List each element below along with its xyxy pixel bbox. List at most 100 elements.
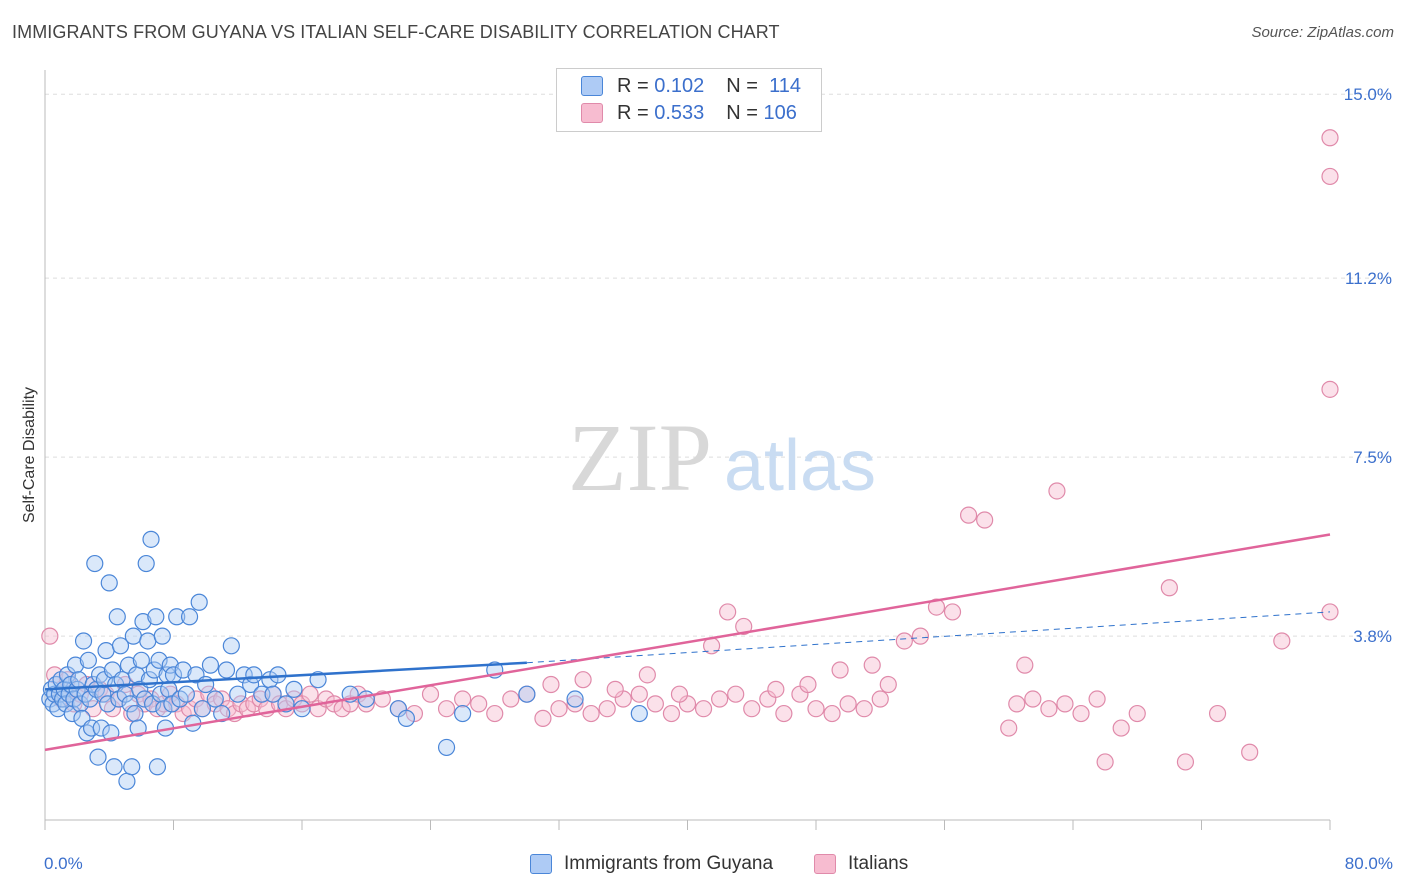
data-point [123,758,141,776]
data-point [134,613,152,631]
data-point [775,704,793,723]
data-point [582,704,600,723]
data-point [150,651,168,669]
data-point [161,656,179,674]
data-point [229,685,247,703]
data-point [201,656,220,674]
data-point [1321,380,1339,398]
data-point [437,738,456,757]
data-point [542,675,560,694]
data-point [638,666,656,684]
data-point [1208,704,1227,723]
tick-labels: 3.8% 7.5% 11.2% 15.0% 0.0% 80.0% [44,85,1393,873]
data-point [86,554,104,573]
legend-swatch-guyana [581,76,603,96]
data-point [1056,695,1074,713]
data-point [168,608,186,626]
data-point [823,704,841,723]
data-point [486,704,504,723]
data-point [670,685,689,703]
legend-label-guyana: Immigrants from Guyana [564,853,774,874]
data-point [397,709,416,727]
watermark-atlas: atlas [724,426,876,506]
data-point [153,627,171,645]
data-point [129,719,147,737]
series-guyana [41,530,648,790]
data-point [103,700,122,718]
data-point [879,675,897,694]
data-point [1024,690,1042,708]
data-point [213,690,231,708]
data-point [1112,719,1130,737]
r-value-italians: 0.533 [654,101,705,124]
data-point [727,685,745,703]
data-point [213,704,231,723]
data-point [719,603,737,621]
data-point [646,695,664,713]
trend-lines [44,533,1331,752]
data-point [132,651,150,669]
chart-title: IMMIGRANTS FROM GUYANA VS ITALIAN SELF-C… [12,22,780,42]
data-point [105,758,123,776]
data-point [735,617,753,636]
data-point [79,651,97,669]
legend-row-guyana: R = 0.102 N = 114 [581,73,801,99]
data-point [301,685,319,703]
data-point [41,627,59,645]
data-point [566,690,584,708]
data-point [222,637,240,655]
trend-line-guyana-dashed [526,611,1331,664]
n-label: N = [726,101,758,124]
data-point [242,675,260,694]
data-point [148,758,167,776]
n-label: N = [726,74,758,97]
data-point [206,690,224,708]
r-label: R = [617,74,649,97]
data-point [264,685,282,703]
data-point [421,685,440,703]
data-point [111,637,130,655]
data-point [70,671,88,689]
n-value-guyana: 114 [769,74,801,97]
source-label: Source: ZipAtlas.com [1251,24,1394,41]
data-point [1096,753,1114,771]
data-point [197,675,215,694]
data-point [1040,700,1058,718]
data-point [976,511,994,529]
data-point [895,632,913,650]
data-point [57,695,75,713]
trend-line-guyana [44,661,527,691]
data-point [1128,704,1146,723]
data-point [147,608,165,626]
data-point [1160,579,1178,597]
grid-lines [45,93,1390,637]
x-tick-label: 0.0% [44,854,83,873]
data-point [91,666,109,684]
data-point [1048,482,1066,500]
data-point [799,675,817,694]
data-point [1273,632,1291,650]
data-point [550,700,568,718]
y-tick-label: 15.0% [1344,85,1392,104]
data-point [863,656,881,674]
data-point [807,700,825,718]
data-point [630,704,648,723]
data-point [855,700,873,718]
data-point [89,748,107,766]
data-point [71,695,89,713]
data-point [662,704,681,723]
data-point [99,695,117,713]
legend-row-italians: R = 0.533 N = 106 [581,100,797,126]
data-point [145,661,163,679]
data-point [518,685,536,703]
data-point [81,690,99,708]
data-point [959,506,978,524]
data-point [1176,753,1195,771]
data-point [1321,167,1339,186]
data-point [97,642,115,660]
legend-swatch-italians-bottom [814,854,836,874]
data-point [566,695,584,713]
data-point [839,695,857,713]
data-point [66,656,85,674]
